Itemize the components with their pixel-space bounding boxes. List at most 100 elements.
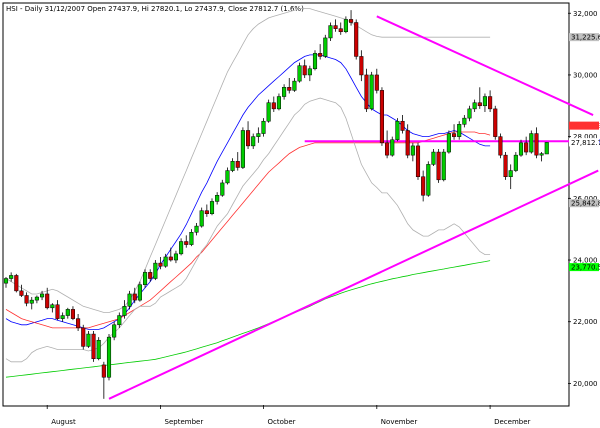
candle (328, 22, 333, 42)
candle (452, 124, 457, 140)
value-badge-label: 28,356.9 (571, 122, 600, 130)
candle (163, 253, 168, 268)
candle-body (364, 74, 369, 110)
candle-body (312, 53, 318, 70)
value-badge: 27,812.7 (569, 138, 600, 147)
candle-body (40, 293, 45, 298)
candle-body (261, 120, 266, 134)
x-tick-label: October (268, 418, 296, 426)
candle (96, 337, 101, 361)
candle (55, 300, 60, 321)
candle-body (529, 133, 534, 153)
candle (524, 136, 529, 156)
candle (374, 68, 379, 94)
candle-body (14, 275, 19, 292)
candle-body (3, 278, 9, 284)
candle-body (276, 96, 281, 110)
candle-body (349, 19, 354, 23)
candle (9, 272, 14, 282)
candle-body (410, 145, 415, 156)
candle-body (503, 154, 508, 177)
candle (297, 62, 302, 83)
candle (127, 290, 132, 310)
trendline-resistance (376, 15, 594, 116)
value-badge: 23,770.5 (569, 263, 600, 272)
value-badge-bg (569, 33, 599, 42)
candle (117, 312, 122, 328)
candle-body (359, 56, 364, 76)
candle (379, 87, 384, 146)
x-tick-label: December (494, 418, 530, 426)
candle-body (390, 139, 395, 156)
candle-body (369, 74, 374, 110)
candle (369, 71, 374, 111)
candle (137, 281, 142, 302)
candle-body (112, 324, 117, 338)
candle (3, 276, 9, 288)
candle (209, 198, 215, 216)
candle (364, 68, 369, 112)
candle-body (194, 225, 199, 233)
candle (225, 167, 230, 185)
candle (235, 152, 240, 171)
candle-body (106, 336, 112, 378)
candle (204, 204, 209, 217)
candle (282, 84, 287, 100)
candle-body (122, 306, 127, 316)
candle (472, 99, 477, 112)
candle (410, 142, 415, 162)
candle-body (256, 133, 261, 137)
candle (65, 307, 70, 319)
candle (338, 22, 343, 35)
value-badge: 25,842.8 (569, 199, 600, 208)
candle-body (45, 293, 50, 309)
candle (400, 115, 405, 134)
candle (261, 118, 266, 137)
candle (91, 330, 96, 362)
candle (220, 179, 225, 197)
candle-body (457, 124, 462, 137)
candle-body (209, 201, 215, 215)
candle-body (467, 108, 472, 119)
candle (405, 124, 410, 159)
candle-body (282, 87, 287, 97)
candle-body (354, 22, 359, 57)
candle-body (132, 293, 137, 301)
candle-body (101, 364, 106, 378)
candle-body (158, 262, 163, 267)
candle-body (287, 87, 292, 91)
candle (14, 273, 19, 293)
candle (34, 295, 39, 304)
value-badge-bg (569, 138, 599, 147)
candle-body (323, 37, 328, 57)
candle (179, 238, 184, 256)
value-badge-bg (569, 263, 599, 272)
candle (173, 250, 178, 264)
candle-body (477, 102, 482, 107)
candle (482, 93, 487, 112)
candle (503, 152, 508, 180)
candle-body (441, 151, 446, 181)
candle-body (539, 153, 544, 156)
candle (189, 229, 194, 247)
candle-body (292, 80, 297, 91)
candle (307, 65, 312, 82)
trendline-support (108, 169, 599, 400)
candle-body (482, 96, 487, 107)
candle-body (81, 327, 86, 347)
candle-body (508, 170, 513, 177)
y-tick-label: 22,000 (573, 318, 598, 326)
candle (101, 361, 106, 399)
candle-body (184, 241, 189, 245)
candle (518, 139, 524, 157)
candle-body (153, 262, 158, 279)
candle (323, 34, 328, 58)
candle (70, 306, 76, 321)
value-badge-bg (569, 199, 599, 208)
candle-body (343, 19, 348, 33)
candle-body (251, 136, 256, 147)
candle (251, 133, 256, 149)
overlay-bb-upper (5, 8, 491, 313)
value-badge-bg (569, 121, 599, 130)
candle (467, 105, 472, 122)
